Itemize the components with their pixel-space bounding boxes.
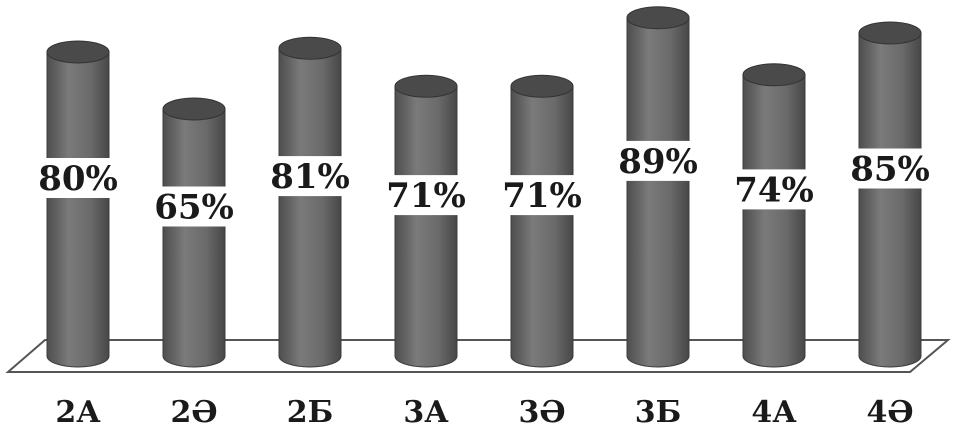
category-label: 4А bbox=[751, 395, 797, 430]
bar-2Б: 81% bbox=[264, 36, 356, 368]
chart-floor bbox=[5, 339, 951, 373]
bar-2Ә: 65% bbox=[148, 97, 240, 368]
value-label-box bbox=[844, 148, 936, 189]
category-label: 2А bbox=[55, 395, 101, 430]
category-labels-group: 2А 2Ә 2Б 3А 3Ә 3Б 4А 4Ә bbox=[55, 395, 913, 430]
category-label: 4Ә bbox=[866, 395, 913, 430]
value-label-box bbox=[380, 175, 472, 216]
bar-top bbox=[162, 97, 226, 121]
bar-4Ә: 85% bbox=[844, 21, 936, 368]
value-label: 71% bbox=[386, 176, 466, 216]
value-label: 74% bbox=[734, 170, 814, 210]
category-label: 3Ә bbox=[518, 395, 565, 430]
bar-body bbox=[46, 51, 110, 368]
bar-body bbox=[626, 17, 690, 368]
bar-body bbox=[858, 32, 922, 368]
bar-top bbox=[626, 6, 690, 30]
value-label: 85% bbox=[850, 150, 930, 190]
value-label-box bbox=[264, 156, 356, 197]
bar-top bbox=[394, 74, 458, 98]
bar-top bbox=[858, 21, 922, 45]
value-label-box bbox=[148, 186, 240, 227]
value-label-box bbox=[32, 158, 124, 198]
bar-body bbox=[162, 108, 226, 368]
value-label: 71% bbox=[502, 176, 582, 216]
value-label: 89% bbox=[618, 142, 698, 182]
value-label-box bbox=[612, 140, 704, 181]
bar-body bbox=[278, 47, 342, 368]
bar-body bbox=[742, 74, 806, 368]
bar-top bbox=[742, 63, 806, 87]
category-label: 2Ә bbox=[170, 395, 217, 430]
category-label: 2Б bbox=[287, 395, 334, 430]
bar-body bbox=[394, 85, 458, 368]
bar-top bbox=[278, 36, 342, 60]
value-label: 81% bbox=[270, 157, 350, 197]
value-label: 80% bbox=[38, 159, 118, 199]
category-label: 3Б bbox=[635, 395, 682, 430]
category-label: 3А bbox=[403, 395, 449, 430]
bar-2А: 80% bbox=[32, 40, 124, 368]
bars-group: 80% 65% 81% 71% 71% 89% 74% 85% bbox=[32, 6, 936, 368]
bar-body bbox=[510, 85, 574, 368]
bar-top bbox=[46, 40, 110, 64]
bar-3А: 71% bbox=[380, 74, 472, 368]
bar-3Ә: 71% bbox=[496, 74, 588, 368]
value-label: 65% bbox=[154, 188, 234, 228]
value-label-box bbox=[728, 169, 820, 210]
bar-3Б: 89% bbox=[612, 6, 704, 368]
bar-top bbox=[510, 74, 574, 98]
bar-4А: 74% bbox=[728, 63, 820, 368]
value-label-box bbox=[496, 175, 588, 216]
